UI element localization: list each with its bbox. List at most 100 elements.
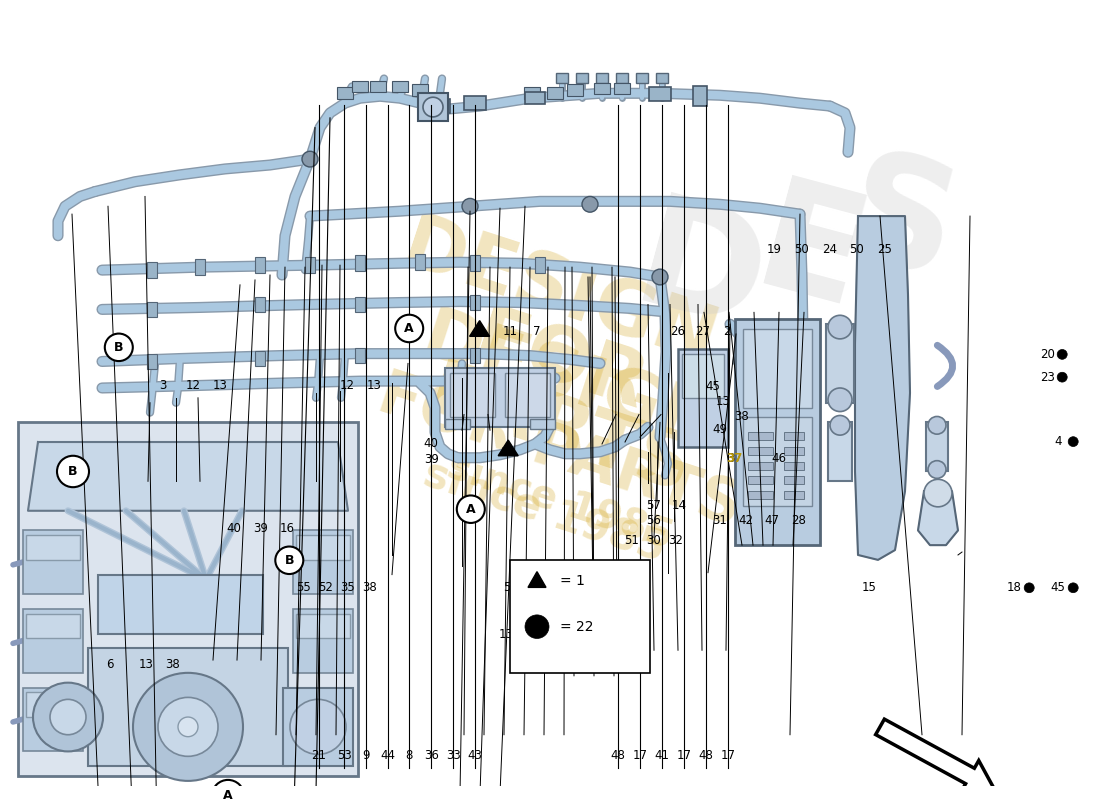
Text: E: E [740, 170, 880, 341]
Text: PARTS: PARTS [420, 355, 701, 510]
Text: 38: 38 [734, 410, 749, 423]
Text: 9: 9 [363, 750, 370, 762]
Text: 52: 52 [318, 582, 333, 594]
Circle shape [275, 546, 304, 574]
FancyBboxPatch shape [784, 462, 804, 470]
FancyBboxPatch shape [649, 87, 671, 101]
Text: 15: 15 [861, 582, 877, 594]
Circle shape [928, 461, 946, 478]
Text: B: B [114, 341, 123, 354]
FancyBboxPatch shape [616, 73, 628, 82]
FancyBboxPatch shape [464, 96, 486, 110]
Circle shape [828, 315, 852, 339]
Circle shape [582, 197, 598, 212]
FancyBboxPatch shape [784, 447, 804, 454]
Text: 54: 54 [520, 629, 536, 642]
FancyBboxPatch shape [418, 94, 448, 121]
FancyBboxPatch shape [26, 614, 80, 638]
Text: 27: 27 [695, 325, 711, 338]
Circle shape [1068, 583, 1078, 593]
FancyBboxPatch shape [147, 262, 157, 278]
Text: DESIGN: DESIGN [394, 209, 726, 380]
Text: 32: 32 [668, 534, 683, 547]
FancyBboxPatch shape [147, 302, 157, 318]
FancyBboxPatch shape [26, 693, 80, 717]
Polygon shape [855, 216, 910, 560]
FancyBboxPatch shape [450, 374, 495, 418]
Text: 19: 19 [767, 243, 782, 256]
FancyBboxPatch shape [296, 535, 350, 560]
Text: 49: 49 [712, 423, 727, 436]
FancyBboxPatch shape [470, 294, 480, 310]
Polygon shape [28, 442, 348, 510]
Circle shape [1057, 372, 1067, 382]
Text: B: B [285, 554, 294, 566]
Polygon shape [918, 491, 958, 545]
FancyBboxPatch shape [742, 329, 812, 408]
Text: 53: 53 [337, 750, 352, 762]
Text: 37: 37 [727, 452, 742, 465]
Text: 7: 7 [534, 325, 540, 338]
FancyBboxPatch shape [614, 82, 630, 94]
FancyBboxPatch shape [535, 258, 544, 273]
Text: 17: 17 [720, 750, 736, 762]
FancyBboxPatch shape [355, 348, 365, 363]
Text: since 1985: since 1985 [419, 452, 671, 570]
Text: 40: 40 [424, 438, 439, 450]
Text: 13: 13 [212, 378, 228, 391]
FancyBboxPatch shape [748, 462, 773, 470]
Circle shape [178, 717, 198, 737]
Text: 25: 25 [877, 243, 892, 256]
FancyBboxPatch shape [505, 374, 550, 418]
FancyBboxPatch shape [784, 491, 804, 499]
FancyBboxPatch shape [23, 609, 82, 673]
FancyBboxPatch shape [784, 432, 804, 440]
Text: 39: 39 [424, 453, 439, 466]
FancyBboxPatch shape [748, 447, 773, 454]
FancyBboxPatch shape [446, 419, 470, 430]
Text: 38: 38 [165, 658, 180, 670]
FancyBboxPatch shape [826, 324, 854, 402]
Circle shape [462, 198, 478, 214]
Circle shape [133, 673, 243, 781]
FancyBboxPatch shape [594, 82, 610, 94]
Text: 38: 38 [362, 582, 377, 594]
FancyBboxPatch shape [748, 432, 773, 440]
Text: 8: 8 [406, 750, 412, 762]
Text: 17: 17 [676, 750, 692, 762]
Text: 24: 24 [822, 243, 837, 256]
FancyBboxPatch shape [26, 535, 80, 560]
FancyBboxPatch shape [255, 350, 265, 366]
Circle shape [828, 388, 852, 411]
FancyBboxPatch shape [18, 422, 358, 776]
Circle shape [1068, 437, 1078, 446]
Text: 43: 43 [468, 750, 483, 762]
Text: 3: 3 [160, 378, 166, 391]
Text: 34: 34 [547, 582, 562, 594]
Circle shape [424, 98, 443, 117]
Text: 13: 13 [715, 395, 730, 408]
Text: 56: 56 [646, 514, 661, 526]
FancyBboxPatch shape [23, 530, 82, 594]
Text: 33: 33 [446, 750, 461, 762]
FancyBboxPatch shape [524, 87, 540, 99]
Circle shape [928, 417, 946, 434]
Text: 47: 47 [764, 514, 780, 526]
FancyBboxPatch shape [656, 73, 668, 82]
Text: A: A [466, 502, 475, 516]
FancyBboxPatch shape [296, 614, 350, 638]
FancyBboxPatch shape [926, 422, 948, 471]
FancyBboxPatch shape [682, 354, 724, 398]
Circle shape [57, 456, 89, 487]
Text: 20: 20 [1040, 348, 1055, 361]
FancyArrow shape [876, 719, 994, 791]
FancyBboxPatch shape [735, 319, 820, 545]
Text: B: B [68, 465, 78, 478]
FancyBboxPatch shape [748, 491, 773, 499]
FancyBboxPatch shape [828, 422, 852, 482]
Circle shape [33, 682, 103, 751]
Text: 48: 48 [610, 750, 626, 762]
Text: 23: 23 [1040, 370, 1055, 384]
Text: 10: 10 [500, 446, 516, 459]
Text: 35: 35 [340, 582, 355, 594]
